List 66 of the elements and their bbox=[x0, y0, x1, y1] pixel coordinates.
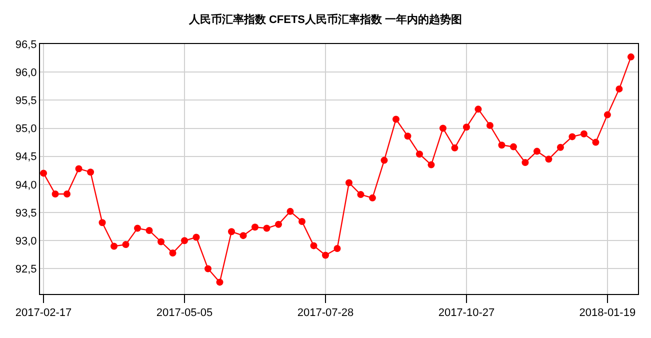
chart-title: 人民币汇率指数 CFETS人民币汇率指数 一年内的趋势图 bbox=[188, 12, 462, 26]
y-tick-label: 92,5 bbox=[15, 264, 37, 276]
point bbox=[368, 194, 376, 202]
point bbox=[228, 228, 235, 236]
point bbox=[204, 265, 212, 272]
point bbox=[216, 278, 224, 286]
point bbox=[40, 170, 48, 177]
point bbox=[428, 161, 435, 168]
x-tick-label: 2017-02-17 bbox=[15, 307, 72, 320]
point bbox=[568, 133, 576, 140]
point bbox=[98, 219, 106, 226]
point bbox=[87, 168, 94, 176]
y-tick-label: 95,0 bbox=[15, 123, 37, 136]
y-tick-label: 93,0 bbox=[15, 235, 37, 248]
point bbox=[522, 159, 529, 166]
point bbox=[64, 190, 71, 198]
point bbox=[169, 249, 176, 256]
point bbox=[263, 224, 270, 232]
point bbox=[592, 138, 600, 146]
point bbox=[545, 156, 552, 163]
point bbox=[345, 179, 352, 186]
point bbox=[52, 190, 59, 198]
y-tick-label: 93,5 bbox=[15, 207, 37, 220]
point bbox=[240, 232, 247, 240]
point bbox=[556, 144, 564, 151]
point bbox=[134, 224, 142, 232]
point bbox=[474, 106, 482, 113]
y-tick-label: 96,0 bbox=[15, 66, 37, 79]
x-tick-label: 2017-10-27 bbox=[438, 307, 495, 320]
point bbox=[298, 218, 306, 226]
point bbox=[158, 238, 165, 246]
y-tick-label: 94,5 bbox=[15, 151, 37, 164]
y-tick-label: 95,5 bbox=[15, 95, 37, 108]
point bbox=[334, 244, 341, 252]
point bbox=[146, 227, 153, 234]
point bbox=[510, 143, 517, 150]
x-tick-label: 2017-07-28 bbox=[297, 307, 354, 320]
point bbox=[416, 150, 423, 158]
point bbox=[75, 165, 82, 172]
point bbox=[357, 191, 364, 198]
point bbox=[286, 208, 294, 215]
point bbox=[252, 224, 258, 231]
point bbox=[462, 124, 470, 131]
point bbox=[580, 130, 588, 138]
point bbox=[627, 53, 634, 60]
point bbox=[322, 252, 329, 259]
point bbox=[392, 116, 400, 123]
x-tick-label: 2018-01-19 bbox=[579, 307, 636, 320]
point bbox=[498, 142, 506, 149]
point bbox=[275, 220, 282, 228]
point bbox=[122, 241, 130, 248]
x-tick-label: 2017-05-05 bbox=[156, 307, 213, 320]
point bbox=[616, 85, 623, 92]
point bbox=[181, 237, 188, 244]
point bbox=[486, 122, 494, 129]
point bbox=[439, 124, 446, 132]
point bbox=[404, 132, 412, 140]
point bbox=[380, 156, 388, 164]
point bbox=[533, 148, 540, 155]
point bbox=[310, 242, 318, 250]
point bbox=[192, 234, 200, 241]
y-tick-label: 96,5 bbox=[15, 38, 37, 51]
y-tick-label: 94,0 bbox=[15, 179, 37, 192]
point bbox=[451, 144, 458, 152]
point bbox=[604, 111, 611, 118]
point bbox=[110, 242, 118, 250]
